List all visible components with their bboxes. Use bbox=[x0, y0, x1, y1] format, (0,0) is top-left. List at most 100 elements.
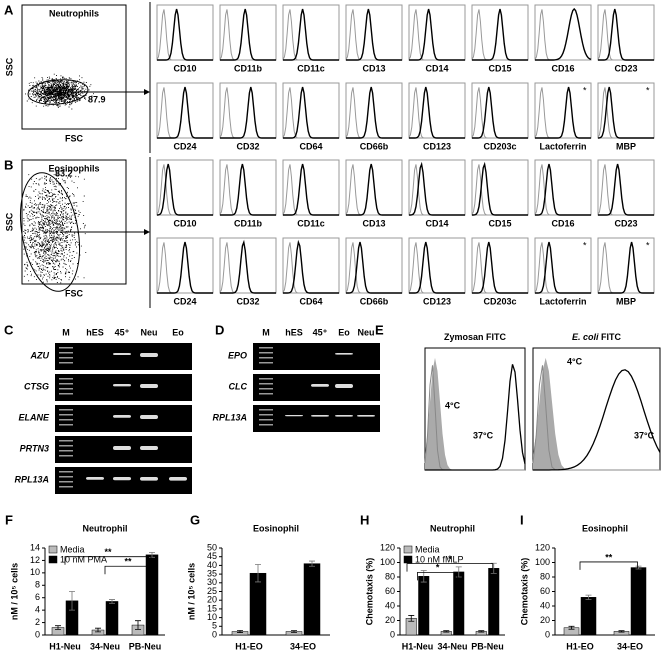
x-tick-label: H1-Neu bbox=[49, 641, 81, 651]
error-bar bbox=[291, 630, 297, 633]
scatter-title: Eosinophils bbox=[48, 163, 99, 173]
y-tick-label: 12 bbox=[30, 555, 40, 565]
y-tick-label: 80 bbox=[385, 571, 395, 581]
gel bbox=[55, 405, 192, 432]
marker-curve bbox=[409, 241, 465, 294]
warm-curve bbox=[425, 364, 526, 471]
significance: ** bbox=[124, 557, 132, 567]
y-tick-label: 10 bbox=[207, 612, 217, 622]
isotype-curve bbox=[282, 242, 339, 294]
marker-label: CD123 bbox=[423, 296, 451, 306]
gel bbox=[253, 374, 380, 401]
marker-curve bbox=[409, 161, 465, 216]
bracket bbox=[579, 561, 638, 570]
gate-value: 87.9 bbox=[88, 94, 106, 104]
marker-curve bbox=[472, 161, 528, 216]
band bbox=[113, 477, 131, 481]
marker-curve bbox=[598, 241, 654, 294]
y-tick-label: 0 bbox=[390, 629, 395, 639]
warm-label: 37°C bbox=[634, 430, 655, 440]
marker-curve bbox=[156, 163, 213, 216]
histogram-frame bbox=[219, 237, 277, 294]
marker-label: Lactoferrin bbox=[539, 141, 586, 151]
marker-label: CD24 bbox=[173, 296, 196, 306]
ladder-band bbox=[259, 424, 273, 426]
x-tick-label: 34-Neu bbox=[437, 641, 467, 651]
marker-curve bbox=[283, 163, 339, 216]
marker-label: Lactoferrin bbox=[539, 296, 586, 306]
legend-label: Media bbox=[415, 544, 440, 554]
ladder-band bbox=[59, 476, 73, 478]
error-bar bbox=[109, 599, 115, 604]
asterisk: * bbox=[646, 240, 650, 250]
band bbox=[113, 446, 131, 450]
significance: ** bbox=[104, 547, 112, 557]
marker-curve bbox=[472, 241, 528, 294]
band bbox=[357, 415, 375, 417]
bar bbox=[418, 576, 430, 636]
error-bar bbox=[618, 630, 625, 633]
lane-label: M bbox=[62, 327, 70, 337]
ladder-band bbox=[59, 393, 73, 395]
ladder-band bbox=[59, 424, 73, 426]
lane-label: Neu bbox=[140, 327, 157, 337]
marker-curve bbox=[220, 163, 276, 216]
histogram-frame bbox=[408, 82, 466, 139]
y-tick-label: 0 bbox=[212, 629, 217, 639]
band bbox=[140, 353, 158, 357]
marker-label: CD23 bbox=[614, 218, 637, 228]
scatter-dots bbox=[23, 174, 87, 284]
panel-label: I bbox=[520, 512, 524, 527]
isotype-curve bbox=[471, 87, 528, 139]
asterisk: * bbox=[646, 85, 650, 95]
band bbox=[335, 415, 353, 417]
isotype-curve bbox=[597, 164, 654, 216]
legend-swatch bbox=[48, 555, 58, 564]
gene-label: CTSG bbox=[24, 381, 49, 391]
histogram-frame bbox=[471, 4, 529, 61]
band bbox=[140, 446, 158, 450]
marker-curve bbox=[409, 86, 465, 139]
y-axis-label: SSC bbox=[4, 57, 14, 76]
gate bbox=[27, 79, 89, 105]
marker-label: CD10 bbox=[173, 218, 196, 228]
lane-label: Eo bbox=[172, 327, 184, 337]
ladder-band bbox=[259, 409, 273, 411]
marker-label: CD14 bbox=[425, 218, 448, 228]
y-tick-label: 20 bbox=[207, 595, 217, 605]
marker-label: CD10 bbox=[173, 63, 196, 73]
histogram-frame bbox=[597, 159, 655, 216]
error-bar bbox=[237, 630, 243, 633]
plot-title-italic: E. coli bbox=[572, 332, 599, 342]
y-tick-label: 5 bbox=[212, 621, 217, 631]
error-bar bbox=[135, 620, 141, 630]
marker-label: CD24 bbox=[173, 141, 196, 151]
band bbox=[335, 353, 353, 355]
marker-label: CD64 bbox=[299, 296, 322, 306]
marker-label: CD66b bbox=[360, 141, 389, 151]
bar bbox=[488, 568, 500, 636]
scatter-title: Neutrophils bbox=[49, 8, 99, 18]
warm-curve bbox=[533, 369, 661, 471]
error-bar bbox=[455, 566, 462, 578]
y-tick-label: 15 bbox=[207, 603, 217, 613]
x-tick-label: 34-Neu bbox=[90, 641, 120, 651]
x-tick-label: PB-Neu bbox=[129, 641, 162, 651]
marker-label: CD32 bbox=[236, 141, 259, 151]
marker-label: CD11c bbox=[297, 63, 325, 73]
marker-label: CD13 bbox=[362, 63, 385, 73]
marker-curve bbox=[598, 163, 654, 216]
gate bbox=[20, 172, 80, 292]
warm-label: 37°C bbox=[473, 430, 494, 440]
marker-label: CD11b bbox=[234, 63, 263, 73]
gene-label: ELANE bbox=[18, 412, 49, 422]
asterisk: * bbox=[583, 240, 587, 250]
marker-curve bbox=[535, 163, 591, 216]
ladder-band bbox=[59, 409, 73, 411]
ladder-band bbox=[59, 471, 73, 473]
ladder-band bbox=[59, 450, 73, 452]
error-bar bbox=[490, 562, 497, 574]
x-tick-label: 34-EO bbox=[290, 641, 316, 651]
error-bar bbox=[55, 625, 61, 630]
error-bar bbox=[408, 615, 415, 622]
